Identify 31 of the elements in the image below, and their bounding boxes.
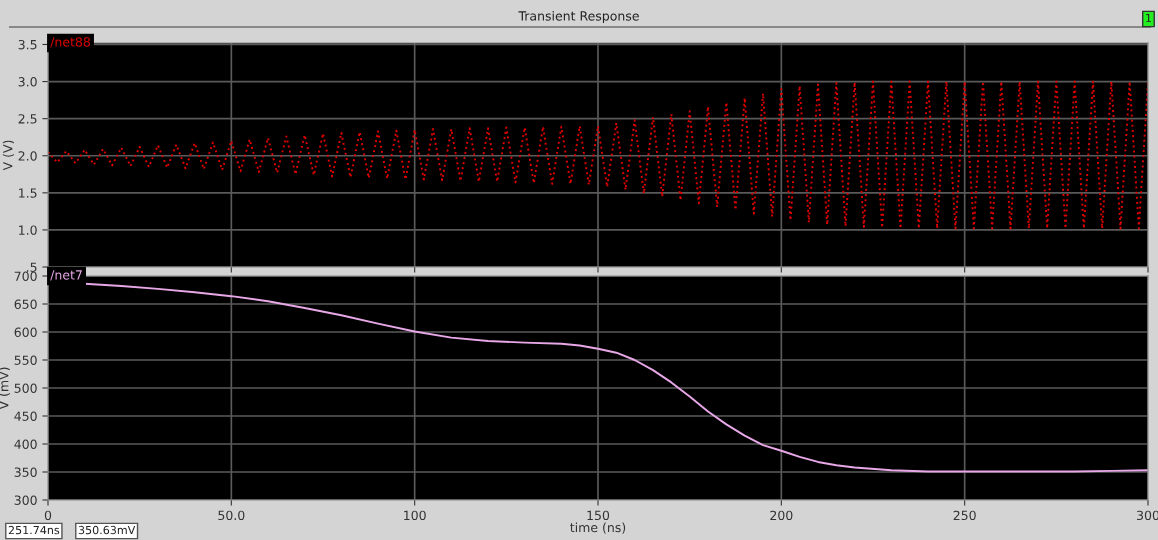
x-tick-label: 200 bbox=[770, 510, 793, 521]
y-tick-label: 2.5 bbox=[18, 114, 37, 124]
y-tick-label: 300 bbox=[14, 495, 37, 505]
y-tick-label: 2.0 bbox=[18, 151, 37, 161]
y-axis-title: V (V) bbox=[2, 140, 14, 171]
x-tick-label: 100 bbox=[404, 510, 426, 521]
chart-title: Transient Response bbox=[518, 10, 639, 24]
y-tick-label: 550 bbox=[14, 355, 37, 365]
y-tick-label: 1.0 bbox=[19, 225, 37, 235]
series-label: /net7 bbox=[50, 270, 82, 281]
y-tick-label: 650 bbox=[14, 299, 37, 309]
y-tick-label: 350 bbox=[14, 467, 37, 477]
y-tick-label: 450 bbox=[14, 411, 37, 421]
y-tick-label: 1.5 bbox=[19, 188, 37, 198]
x-tick-label: 50.0 bbox=[218, 510, 245, 521]
text: 1 bbox=[1146, 13, 1151, 23]
y-tick-label: .5 bbox=[26, 262, 37, 272]
x-tick-label: 0 bbox=[44, 510, 52, 521]
y-tick-label: 3.5 bbox=[18, 39, 37, 50]
text: 251.74ns bbox=[8, 525, 60, 535]
x-tick-label: 250 bbox=[953, 510, 976, 521]
y-tick-label: 700 bbox=[14, 271, 37, 281]
y-tick-label: 600 bbox=[14, 327, 37, 337]
x-axis-title: time (ns) bbox=[570, 522, 626, 534]
line-series bbox=[48, 80, 1148, 230]
y-tick-label: 400 bbox=[14, 439, 37, 449]
y-tick-label: 500 bbox=[14, 383, 37, 393]
text: /net88 bbox=[50, 37, 90, 48]
text: 350.63mV bbox=[78, 525, 136, 535]
x-tick-label: 150 bbox=[587, 510, 610, 521]
y-tick-label: 3.0 bbox=[18, 77, 37, 87]
